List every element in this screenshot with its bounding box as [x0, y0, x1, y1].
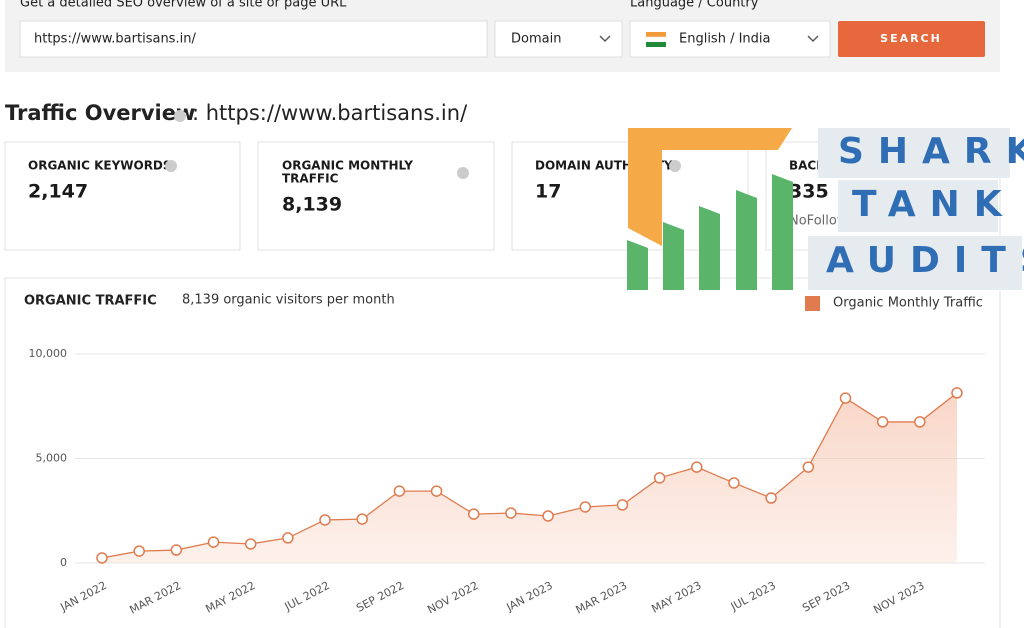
- y-tick-label: 10,000: [29, 347, 68, 360]
- point: [505, 507, 517, 519]
- flag: [646, 32, 666, 37]
- flag: [646, 42, 666, 47]
- card: [4, 141, 241, 251]
- legend-swatch: [805, 296, 820, 311]
- mode-text: Domain: [511, 32, 561, 47]
- search-prompt: Get a detailed SEO overview of a site or…: [20, 0, 347, 11]
- help-icon[interactable]: [457, 167, 469, 179]
- point: [430, 485, 443, 497]
- flag: [645, 36, 667, 43]
- point: [207, 536, 220, 548]
- point: [133, 545, 145, 557]
- point: [951, 387, 963, 399]
- chart-subtitle: 8,139 organic visitors per month: [182, 293, 395, 308]
- point: [728, 477, 740, 489]
- card: [257, 141, 495, 251]
- logo: SHARK TANK AUDITS: [627, 128, 1024, 290]
- area: [102, 392, 957, 563]
- logo-text: AUDITS: [826, 240, 1024, 281]
- point: [244, 538, 257, 550]
- point: [691, 461, 703, 473]
- chevron: [807, 35, 819, 42]
- url-input[interactable]: [19, 20, 488, 58]
- search-button-text: SEARCH: [880, 32, 942, 45]
- y-tick-label: 5,000: [36, 452, 68, 465]
- point: [356, 513, 368, 525]
- line: [101, 392, 958, 559]
- logo-box: [808, 236, 1022, 290]
- legend-label: Organic Monthly Traffic: [833, 296, 983, 311]
- mode-select[interactable]: [494, 20, 623, 58]
- card-label: ORGANIC KEYWORDS: [28, 159, 172, 173]
- point: [282, 532, 294, 544]
- card-value: 17: [535, 181, 561, 203]
- logo-shape: [628, 128, 792, 246]
- point: [542, 510, 554, 522]
- card-value: 8,139: [282, 194, 342, 216]
- chart-title: ORGANIC TRAFFIC: [24, 294, 157, 309]
- logo-shape: [627, 240, 648, 290]
- help-icon[interactable]: [174, 110, 186, 122]
- language-label: Language / Country: [630, 0, 759, 11]
- logo-shape: [699, 206, 720, 290]
- point: [96, 552, 108, 564]
- logo-text: SHARK: [838, 131, 1024, 172]
- point: [765, 492, 777, 504]
- card-label: TRAFFIC: [282, 172, 339, 186]
- point: [170, 544, 183, 556]
- logo-shape: [736, 190, 757, 290]
- point: [839, 392, 852, 404]
- y-tick-label: 0: [60, 556, 67, 569]
- card-label: ORGANIC MONTHLY: [282, 159, 413, 173]
- logo-box: [838, 180, 998, 232]
- language-text: English / India: [679, 32, 771, 47]
- point: [579, 501, 592, 513]
- logo-shape: [772, 174, 793, 290]
- logo-text: TANK: [852, 184, 1016, 225]
- help-icon[interactable]: [165, 160, 177, 172]
- overview-title: Traffic Overview: [5, 101, 195, 125]
- chevron: [599, 35, 611, 42]
- point: [319, 514, 331, 526]
- logo-shape: [663, 222, 684, 290]
- point: [616, 499, 629, 511]
- point: [653, 472, 666, 484]
- overview-url: : https://www.bartisans.in/: [192, 101, 468, 125]
- card-value: 335: [789, 181, 829, 203]
- search-button[interactable]: [838, 21, 985, 57]
- card-value: 2,147: [28, 181, 88, 203]
- point: [393, 485, 406, 497]
- point: [467, 508, 480, 520]
- point: [876, 416, 889, 428]
- help-icon[interactable]: [669, 160, 681, 172]
- url-input-text: https://www.bartisans.in/: [34, 32, 196, 47]
- point: [914, 416, 926, 428]
- point: [802, 461, 815, 473]
- logo-box: [818, 128, 1010, 178]
